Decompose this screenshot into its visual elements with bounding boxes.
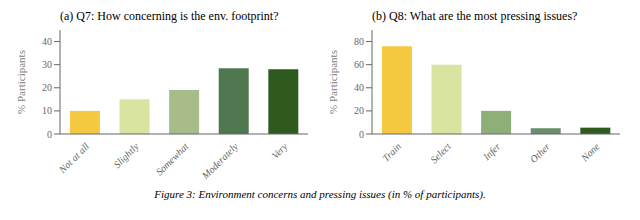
svg-text:0: 0	[359, 129, 364, 140]
html-text:(b) Q8: What are the most pres: (b) Q8: What are the most pressing issue…	[372, 9, 578, 23]
svg-text:Moderately: Moderately	[199, 140, 240, 181]
svg-text:60: 60	[354, 59, 364, 70]
svg-text:20: 20	[354, 105, 364, 116]
svg-text:Not at all: Not at all	[56, 141, 91, 176]
svg-text:0: 0	[47, 129, 52, 140]
svg-text:% Participants: % Participants	[327, 50, 339, 114]
svg-text:20: 20	[42, 82, 52, 93]
svg-text:Select: Select	[428, 141, 453, 166]
svg-text:Train: Train	[380, 141, 403, 164]
svg-text:10: 10	[42, 105, 52, 116]
html-text:Figure 3: Environment concerns: Figure 3: Environment concerns and press…	[154, 188, 486, 200]
svg-text:Very: Very	[269, 140, 290, 161]
svg-text:80: 80	[354, 36, 364, 47]
svg-text:40: 40	[354, 82, 364, 93]
svg-text:None: None	[578, 140, 602, 164]
svg-text:% Participants: % Participants	[15, 50, 27, 114]
svg-text:Infer: Infer	[480, 141, 502, 163]
svg-text:Other: Other	[528, 141, 552, 165]
html-text:(a) Q7: How concerning is the: (a) Q7: How concerning is the env. footp…	[60, 9, 279, 23]
svg-text:Somewhat: Somewhat	[154, 141, 191, 178]
svg-text:40: 40	[42, 36, 52, 47]
svg-text:30: 30	[42, 59, 52, 70]
svg-text:Slightly: Slightly	[111, 140, 141, 170]
